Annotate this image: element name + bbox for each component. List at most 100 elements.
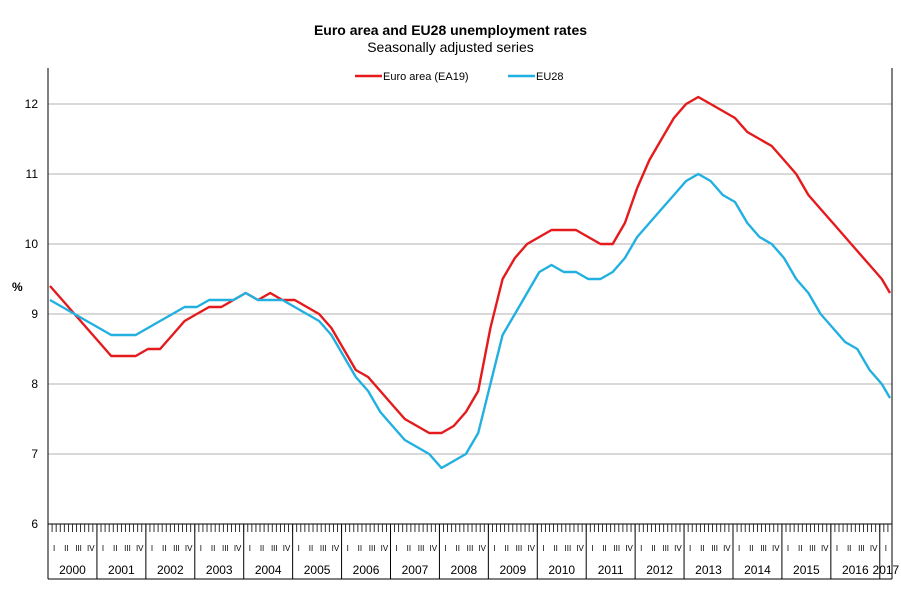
x-axis-labels: I II III IV I II III IV I II III IV I II III IV I II III IV… xyxy=(47,524,900,579)
y-tick-label: 9 xyxy=(31,307,38,321)
quarter-label: II xyxy=(407,544,411,553)
quarter-label: IV xyxy=(87,544,95,553)
quarter-label: II xyxy=(749,544,753,553)
year-label: 2005 xyxy=(304,563,331,577)
quarter-label: II xyxy=(211,544,215,553)
year-label: 2006 xyxy=(353,563,380,577)
quarter-label: IV xyxy=(136,544,144,553)
quarter-label: IV xyxy=(870,544,878,553)
quarter-label: IV xyxy=(381,544,389,553)
year-label: 2014 xyxy=(744,563,771,577)
quarter-label: II xyxy=(162,544,166,553)
quarter-label: II xyxy=(113,544,117,553)
quarter-label: I xyxy=(151,544,153,553)
quarter-label: I xyxy=(444,544,446,553)
quarter-label: I xyxy=(395,544,397,553)
quarter-label: I xyxy=(787,544,789,553)
year-label: 2012 xyxy=(646,563,673,577)
quarter-label: II xyxy=(309,544,313,553)
quarter-label: II xyxy=(553,544,557,553)
quarter-label: III xyxy=(271,544,278,553)
quarter-label: II xyxy=(602,544,606,553)
quarter-label: IV xyxy=(527,544,535,553)
y-tick-label: 11 xyxy=(26,167,39,181)
quarter-label: IV xyxy=(723,544,731,553)
year-label: 2016 xyxy=(842,563,869,577)
quarter-label: III xyxy=(369,544,376,553)
quarter-label: I xyxy=(347,544,349,553)
quarter-label: I xyxy=(738,544,740,553)
quarter-label: II xyxy=(504,544,508,553)
quarter-label: I xyxy=(689,544,691,553)
quarter-label: II xyxy=(260,544,264,553)
quarter-label: III xyxy=(858,544,865,553)
year-label: 2001 xyxy=(108,563,135,577)
year-label: 2003 xyxy=(206,563,233,577)
y-axis-label: % xyxy=(12,280,23,294)
quarter-label: III xyxy=(809,544,816,553)
quarter-label: I xyxy=(640,544,642,553)
quarter-label: III xyxy=(418,544,425,553)
quarter-label: III xyxy=(565,544,572,553)
quarter-label: III xyxy=(75,544,82,553)
y-tick-labels: 6 7 8 9 10 11 12 xyxy=(25,97,39,531)
quarter-label: IV xyxy=(772,544,780,553)
quarter-label: IV xyxy=(283,544,291,553)
quarter-label: II xyxy=(798,544,802,553)
quarter-label: I xyxy=(200,544,202,553)
gridlines xyxy=(48,103,892,455)
quarter-label: III xyxy=(222,544,229,553)
y-tick-label: 12 xyxy=(25,97,39,111)
quarter-label: IV xyxy=(234,544,242,553)
series-line-eu28 xyxy=(49,172,892,470)
quarter-label: II xyxy=(358,544,362,553)
year-label: 2010 xyxy=(548,563,575,577)
year-label: 2000 xyxy=(59,563,86,577)
year-label: 2011 xyxy=(598,563,624,577)
quarter-label: I xyxy=(836,544,838,553)
quarter-label: III xyxy=(124,544,131,553)
quarter-label: I xyxy=(591,544,593,553)
legend: Euro area (EA19) EU28 xyxy=(355,71,564,83)
quarter-label: IV xyxy=(478,544,486,553)
quarter-label: I xyxy=(102,544,104,553)
quarter-label: II xyxy=(847,544,851,553)
y-tick-label: 8 xyxy=(31,377,38,391)
quarter-label: IV xyxy=(625,544,633,553)
y-tick-label: 7 xyxy=(31,447,38,461)
year-label: 2004 xyxy=(255,563,282,577)
legend-label: EU28 xyxy=(536,71,564,83)
series-line-ea19 xyxy=(49,95,892,435)
quarter-label: II xyxy=(456,544,460,553)
year-label: 2007 xyxy=(402,563,429,577)
quarter-label: IV xyxy=(576,544,584,553)
quarter-label: IV xyxy=(821,544,829,553)
quarter-label: IV xyxy=(332,544,340,553)
year-label: 2013 xyxy=(695,563,722,577)
quarter-label: I xyxy=(249,544,251,553)
chart-title: Euro area and EU28 unemployment rates xyxy=(313,22,588,38)
quarter-label: III xyxy=(711,544,718,553)
quarter-label: III xyxy=(467,544,474,553)
y-tick-label: 10 xyxy=(25,237,39,251)
quarter-label: IV xyxy=(430,544,438,553)
quarter-label: III xyxy=(760,544,767,553)
quarter-label: II xyxy=(64,544,68,553)
year-label: 2008 xyxy=(451,563,478,577)
quarter-label: III xyxy=(173,544,180,553)
year-label: 2009 xyxy=(499,563,526,577)
quarter-label: I xyxy=(298,544,300,553)
year-label: 2017 xyxy=(873,563,900,577)
quarter-label: I xyxy=(885,544,887,553)
chart-subtitle: Seasonally adjusted series xyxy=(367,39,534,55)
series-lines xyxy=(49,95,892,470)
quarter-label: III xyxy=(516,544,523,553)
quarter-label: II xyxy=(700,544,704,553)
year-label: 2015 xyxy=(793,563,820,577)
quarter-label: I xyxy=(493,544,495,553)
quarter-label: I xyxy=(542,544,544,553)
quarter-label: I xyxy=(53,544,55,553)
quarter-label: III xyxy=(662,544,669,553)
y-tick-label: 6 xyxy=(31,517,38,531)
